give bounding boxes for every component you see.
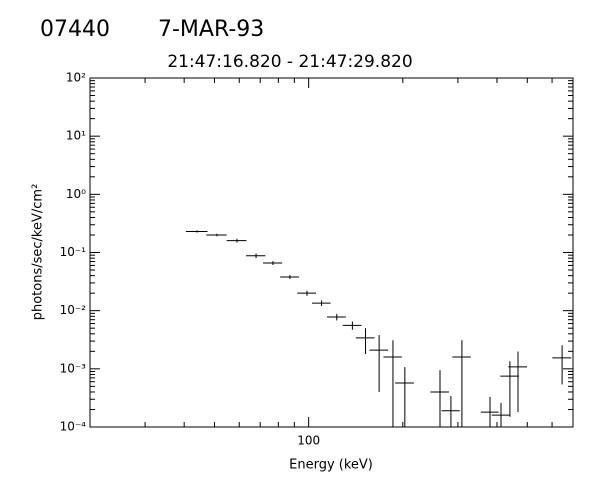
- y-tick-label: 10⁻⁴: [60, 420, 87, 434]
- x-axis-label: Energy (keV): [289, 458, 373, 473]
- y-tick-label: 10⁻²: [60, 303, 87, 317]
- y-tick-label: 10⁻³: [60, 361, 87, 375]
- chart-date: 7-MAR-93: [158, 17, 264, 42]
- y-tick-label: 10²: [66, 71, 86, 85]
- y-tick-label: 10⁰: [66, 187, 86, 201]
- y-tick-label: 10¹: [66, 129, 86, 143]
- x-tick-label: 100: [297, 434, 320, 448]
- y-tick-label: 10⁻¹: [60, 245, 87, 259]
- chart-subtitle: 21:47:16.820 - 21:47:29.820: [167, 52, 412, 72]
- chart-title: 07440: [40, 17, 110, 42]
- plot-area: [185, 230, 572, 427]
- y-axis-label: photons/sec/keV/cm²: [31, 184, 46, 321]
